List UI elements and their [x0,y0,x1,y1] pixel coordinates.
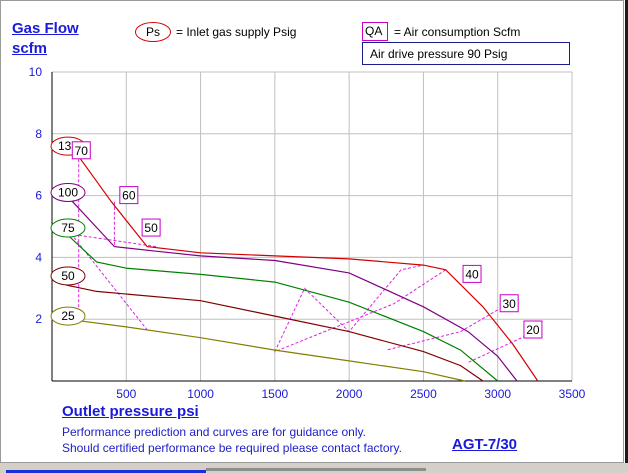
ps-oval-25 [50,306,86,326]
x-tick-label: 3000 [484,387,511,401]
x-tick-label: 2500 [410,387,437,401]
qa-label-20: 20 [526,323,540,337]
qa-box-20 [523,320,543,339]
series-line-ps-50 [51,275,484,382]
x-tick-label: 3500 [559,387,586,401]
y-axis-title: Gas Flow [12,20,79,37]
ps-label-100: 100 [58,186,78,200]
qa-line-40 [273,264,446,353]
y-tick-label: 8 [35,127,42,141]
qa-label-60: 60 [122,189,136,203]
ps-label-75: 75 [61,221,75,235]
qa-label-50: 50 [144,221,158,235]
legend-qa-description: = Air consumption Scfm [394,25,521,39]
air-drive-label: Air drive pressure 90 Psig [370,47,508,61]
ps-label-50: 50 [61,269,75,283]
qa-label-70: 70 [75,144,89,158]
status-bar-progress [6,470,206,473]
y-tick-label: 2 [35,312,42,326]
model-number: AGT-7/30 [452,436,518,453]
x-tick-label: 1500 [262,387,289,401]
ps-oval-75 [50,218,86,238]
qa-box-60 [119,186,139,205]
qa-box-70 [71,141,91,160]
window-right-edge [625,0,628,463]
air-drive-box [362,42,570,65]
status-bar-scroll[interactable] [206,468,426,471]
x-tick-label: 500 [116,387,136,401]
y-axis-unit: scfm [12,40,48,57]
series-line-ps-100 [51,191,518,382]
legend-ps-symbol: Ps [146,25,161,39]
x-tick-label: 2000 [336,387,363,401]
y-tick-label: 10 [29,65,43,79]
ps-oval-100 [50,183,86,203]
x-tick-label: 1000 [187,387,214,401]
x-axis-title: Outlet pressure psi [62,403,199,420]
ps-label-25: 25 [61,309,75,323]
chart-frame [0,0,624,463]
y-tick-label: 4 [35,250,42,264]
series-line-ps-135 [52,145,539,382]
legend-qa-symbol: QA [365,24,383,38]
disclaimer-line-1: Performance prediction and curves are fo… [62,425,366,439]
qa-label-40: 40 [465,267,479,281]
disclaimer-line-2: Should certified performance be required… [62,441,402,455]
series-line-ps-75 [51,227,499,382]
legend-ps-description: = Inlet gas supply Psig [176,25,297,39]
qa-line-30 [386,309,498,351]
y-tick-label: 6 [35,189,42,203]
qa-label-30: 30 [502,297,516,311]
ps-oval-50 [50,266,86,286]
qa-box-30 [499,294,519,313]
legend-qa-box [362,22,388,41]
legend-ps-oval [135,22,171,42]
qa-box-50 [141,218,161,237]
qa-box-40 [462,264,482,283]
series-line-ps-25 [51,315,466,382]
